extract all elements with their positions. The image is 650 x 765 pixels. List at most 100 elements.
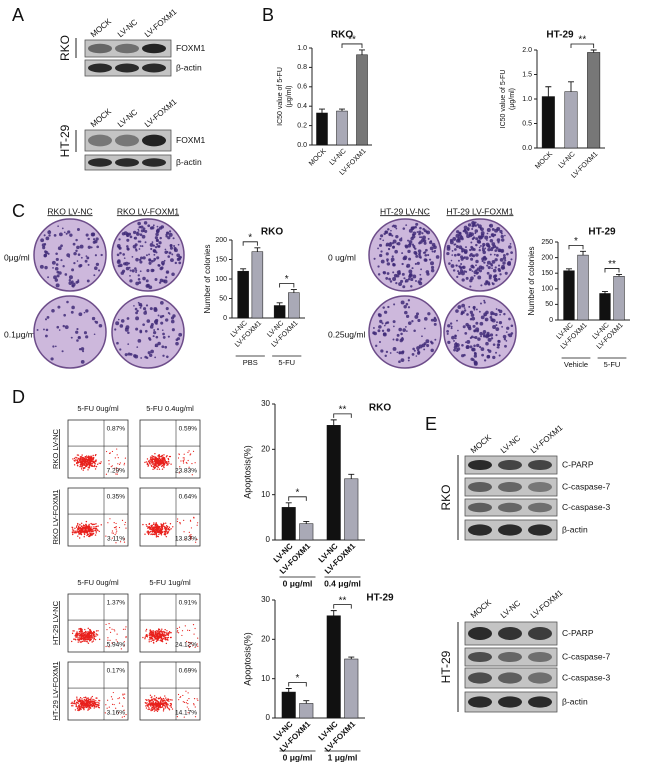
colony-dot — [377, 329, 380, 332]
colony-dot — [489, 236, 491, 238]
colony-dot — [430, 240, 432, 242]
flow-event — [184, 702, 185, 703]
colony-dot — [436, 255, 440, 259]
colony-dot — [138, 278, 141, 281]
flow-event — [151, 699, 152, 700]
colony-plate — [444, 296, 516, 368]
colony-dot — [434, 250, 436, 252]
colony-dot — [415, 263, 417, 265]
flow-event — [101, 524, 102, 525]
x-tick-label: LV-NC — [558, 151, 577, 170]
flow-event — [89, 708, 90, 709]
colony-dot — [377, 265, 379, 267]
error-bar — [602, 292, 608, 294]
flow-event — [94, 701, 95, 702]
colony-dot — [151, 323, 154, 326]
colony-dot — [393, 326, 395, 328]
blot-band — [115, 135, 139, 147]
flow-event — [79, 524, 80, 525]
flow-event — [92, 529, 93, 530]
flow-event — [153, 526, 154, 527]
flow-event — [96, 697, 97, 698]
flow-event — [83, 465, 84, 466]
flow-event — [163, 454, 164, 455]
colony-dot — [380, 250, 382, 252]
flow-event — [156, 534, 157, 535]
flow-event — [100, 463, 101, 464]
flow-event — [148, 527, 149, 528]
flow-event — [164, 461, 165, 462]
flow-event — [79, 461, 80, 462]
colony-dot — [385, 322, 387, 324]
colony-dot — [470, 242, 472, 244]
colony-dot — [55, 267, 59, 271]
flow-event — [85, 633, 86, 634]
flow-event — [76, 635, 77, 636]
flow-event — [93, 707, 94, 708]
band-label: C-PARP — [562, 459, 594, 469]
flow-event — [178, 694, 179, 695]
colony-dot — [149, 354, 152, 357]
flow-event — [153, 534, 154, 535]
colony-dot — [37, 329, 39, 331]
flow-event — [74, 458, 75, 459]
flow-event — [155, 527, 156, 528]
y-axis-label: Number of colonies — [203, 245, 212, 314]
colony-dot — [153, 329, 155, 331]
colony-dot — [451, 336, 455, 340]
flow-event — [84, 457, 85, 458]
colony-dot — [405, 326, 407, 328]
colony-dot — [124, 257, 126, 259]
colony-dot — [500, 258, 504, 262]
flow-event — [170, 456, 171, 457]
colony-dot — [465, 271, 467, 273]
colony-dot — [454, 254, 457, 257]
quadrant-percent: 0.64% — [179, 494, 198, 501]
colony-dot — [412, 244, 414, 246]
flow-event — [95, 702, 96, 703]
y-tick-label: 0 — [223, 315, 227, 322]
colony-dot — [154, 320, 158, 324]
flow-event — [91, 638, 92, 639]
flow-event — [152, 469, 153, 470]
flow-event — [79, 458, 80, 459]
error-bar — [580, 251, 586, 255]
colony-dot — [464, 309, 466, 311]
colony-dot — [391, 235, 393, 237]
colony-dot — [377, 248, 379, 250]
flow-event — [172, 526, 173, 527]
flow-event — [88, 636, 89, 637]
flow-event — [187, 706, 188, 707]
colony-dot — [380, 349, 383, 352]
colony-dot — [487, 272, 490, 275]
flow-event — [178, 632, 179, 633]
colony-dot — [501, 250, 503, 252]
colony-row-label: 0.1μg/ml — [4, 329, 37, 339]
colony-dot — [408, 357, 410, 359]
flow-event — [150, 633, 151, 634]
flow-event — [153, 524, 154, 525]
band-label: C-caspase-7 — [562, 481, 610, 491]
colony-dot — [121, 319, 125, 323]
y-axis-label: IC50 value of 5-FU — [277, 67, 284, 126]
colony-dot — [146, 254, 148, 256]
flow-event — [170, 703, 171, 704]
colony-dot — [476, 223, 478, 225]
blot-band — [528, 672, 552, 683]
flow-event — [83, 469, 84, 470]
colony-dot — [388, 278, 391, 281]
flow-event — [145, 699, 146, 700]
colony-dot — [506, 327, 509, 330]
flow-event — [75, 709, 76, 710]
flow-event — [88, 703, 89, 704]
flow-event — [161, 466, 162, 467]
flow-event — [81, 633, 82, 634]
colony-dot — [461, 311, 464, 314]
flow-event — [81, 523, 82, 524]
colony-dot — [116, 342, 119, 345]
flow-event — [92, 705, 93, 706]
flow-event — [150, 710, 151, 711]
colony-dot — [57, 274, 60, 277]
bar — [578, 255, 589, 320]
flow-event — [197, 700, 198, 701]
